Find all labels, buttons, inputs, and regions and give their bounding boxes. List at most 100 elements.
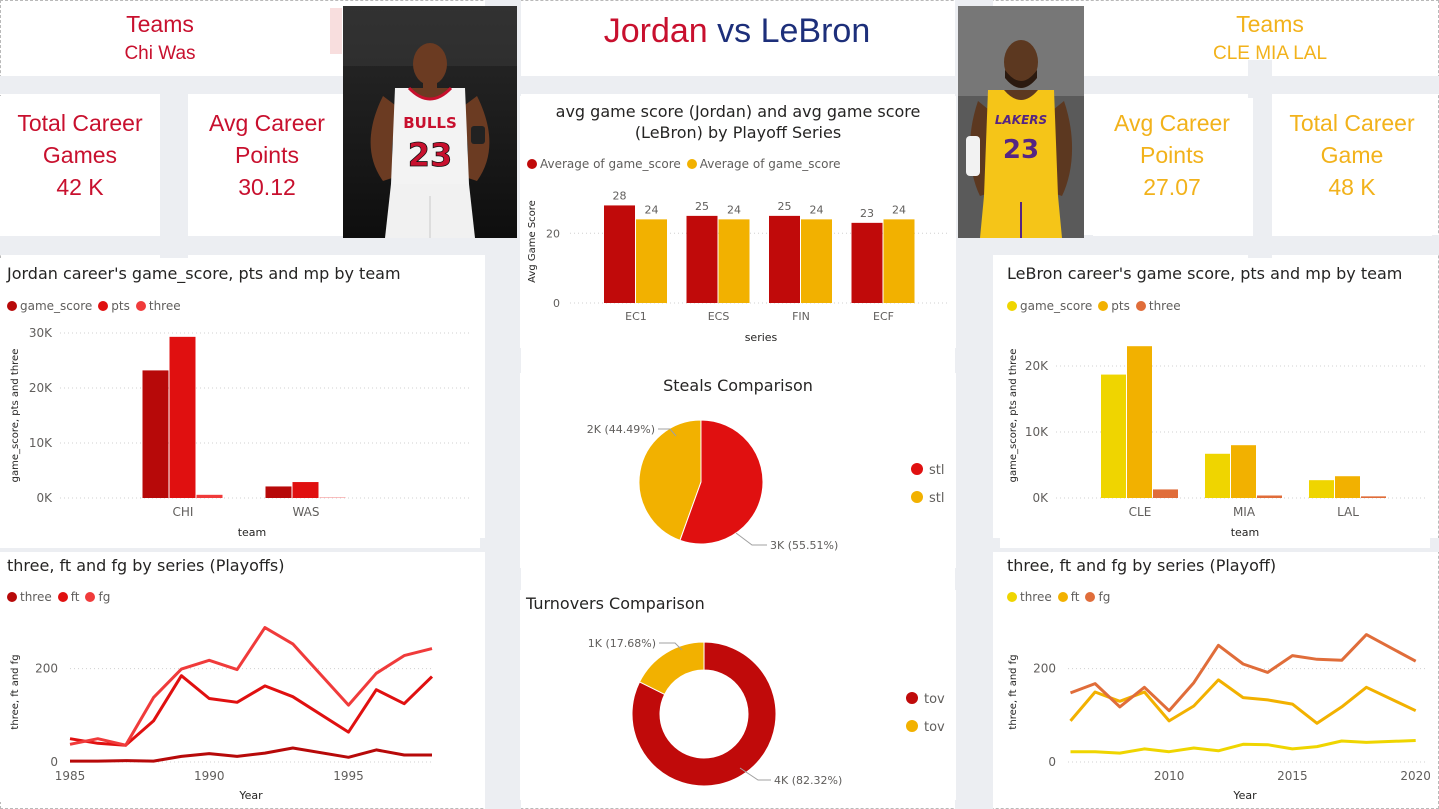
legend-item-game-score[interactable]: game_score [7, 299, 92, 313]
legend-label: three [1148, 299, 1181, 313]
card [1000, 552, 1430, 802]
avg-game-chart-title-1: avg game score (Jordan) and avg game sco… [555, 102, 921, 121]
legend-item-jordan-avg[interactable]: Average of game_score [527, 157, 681, 171]
data-label: 24 [727, 203, 741, 216]
turnovers-chart: 1K (17.68%) 4K (82.32%) tov tov [588, 637, 945, 787]
legend-item-ft[interactable]: ft [1057, 590, 1079, 604]
lebron-points-value: 27.07 [1143, 174, 1201, 200]
bar [169, 336, 196, 498]
legend-item-fg[interactable]: fg [85, 590, 110, 604]
data-label: 4K (82.32%) [774, 774, 842, 787]
series-line [1069, 633, 1417, 713]
avg-game-chart-title-2: (LeBron) by Playoff Series [634, 123, 842, 142]
x-axis-label: Year [238, 789, 263, 802]
bar [1257, 495, 1282, 498]
bar [1309, 480, 1334, 498]
lebron-team-chart-title: LeBron career's game score, pts and mp b… [1007, 264, 1403, 283]
jordan-team-chart-title: Jordan career's game_score, pts and mp b… [7, 264, 401, 283]
x-tick-label: 1985 [55, 769, 86, 783]
bar [718, 219, 750, 303]
legend-swatch [1057, 592, 1068, 602]
legend-item-three[interactable]: three [1135, 299, 1181, 313]
title-vs: vs [717, 12, 752, 50]
legend-swatch [85, 592, 96, 602]
legend-swatch [57, 592, 68, 602]
lebron-photo: LAKERS 23 [958, 6, 1084, 238]
x-axis-label: series [745, 331, 778, 344]
legend-swatch [906, 720, 918, 732]
legend-item-game-score[interactable]: game_score [1007, 299, 1092, 313]
y-tick-label: 20 [546, 227, 560, 240]
data-label: 25 [778, 200, 792, 213]
y-tick-label: 0 [1048, 755, 1056, 769]
data-label: 3K (55.51%) [770, 539, 838, 552]
legend-swatch [911, 491, 923, 503]
pie-slice [679, 419, 764, 545]
x-axis-label: team [1231, 526, 1260, 539]
y-tick-label: 0K [1032, 491, 1049, 505]
y-tick-label: 0 [50, 755, 58, 769]
x-tick-label: 1995 [333, 769, 364, 783]
lebron-games-value: 48 K [1328, 174, 1376, 200]
legend-label: Average of game_score [699, 157, 841, 171]
bar [265, 486, 292, 498]
bar [292, 482, 319, 498]
lebron-teams-value: CLE MIA LAL [1212, 43, 1328, 64]
bar [1101, 374, 1126, 498]
jordan-series-chart: 0 200 1985 1990 1995 three, ft and fg Year [10, 626, 434, 802]
card [0, 258, 480, 548]
card [188, 98, 346, 236]
y-tick-label: 20K [1025, 359, 1049, 373]
y-tick-label: 0 [553, 297, 560, 310]
legend-item-fg[interactable]: fg [1085, 590, 1110, 604]
x-tick-label: ECS [708, 310, 730, 323]
legend-label: tov [924, 692, 945, 707]
bar [769, 215, 800, 303]
series-line [1070, 739, 1416, 755]
bar [604, 205, 635, 303]
y-tick-label: 10K [1025, 425, 1049, 439]
steals-chart-title: Steals Comparison [663, 376, 813, 395]
x-tick-label: WAS [292, 505, 319, 519]
y-tick-label: 200 [35, 662, 58, 676]
y-tick-label: 30K [29, 326, 53, 340]
legend-swatch [1007, 592, 1017, 602]
jordan-team-chart: 0K 10K 20K 30K game_score, pts and three CHI W… [10, 326, 470, 539]
bar [1231, 445, 1256, 498]
lebron-games-card: Total Career Game 48 K [1274, 107, 1430, 203]
lebron-games-label-1: Total Career [1289, 110, 1415, 136]
bar [1153, 489, 1178, 498]
jordan-series-chart-title: three, ft and fg by series (Playoffs) [7, 556, 285, 575]
legend-item-pts[interactable]: pts [1098, 299, 1130, 313]
bar [636, 219, 667, 303]
jordan-team-legend: game_score pts three [7, 299, 181, 313]
legend-label: game_score [1020, 299, 1093, 313]
legend-label: stl [929, 463, 944, 478]
x-tick-label: CHI [173, 505, 194, 519]
jordan-points-value: 30.12 [238, 174, 296, 200]
legend-item-lebron-avg[interactable]: Average of game_score [686, 157, 841, 171]
legend-item-pts[interactable]: pts [98, 299, 130, 313]
leader-line [659, 642, 683, 651]
jordan-teams-label: Teams [126, 11, 194, 37]
data-label: 24 [645, 203, 659, 216]
legend-swatch [7, 592, 17, 602]
legend-item-three[interactable]: three [135, 299, 181, 313]
x-tick-label: EC1 [625, 310, 647, 323]
legend-item-three[interactable]: three [1007, 590, 1052, 604]
legend-swatch [911, 463, 923, 475]
legend-swatch [7, 301, 17, 311]
x-axis-label: team [238, 526, 267, 539]
bar [686, 215, 718, 303]
x-tick-label: 1990 [194, 769, 225, 783]
jordan-games-label-2: Games [42, 142, 118, 168]
lebron-games-label-2: Game [1320, 142, 1384, 168]
svg-text:BULLS: BULLS [403, 114, 457, 132]
legend-swatch [686, 159, 697, 169]
series-line [69, 626, 433, 747]
title-jordan: Jordan [603, 12, 708, 50]
legend-item-ft[interactable]: ft [57, 590, 79, 604]
jordan-teams-value: Chi Was [124, 43, 196, 64]
jordan-points-label-2: Points [235, 142, 299, 168]
legend-item-three[interactable]: three [7, 590, 52, 604]
